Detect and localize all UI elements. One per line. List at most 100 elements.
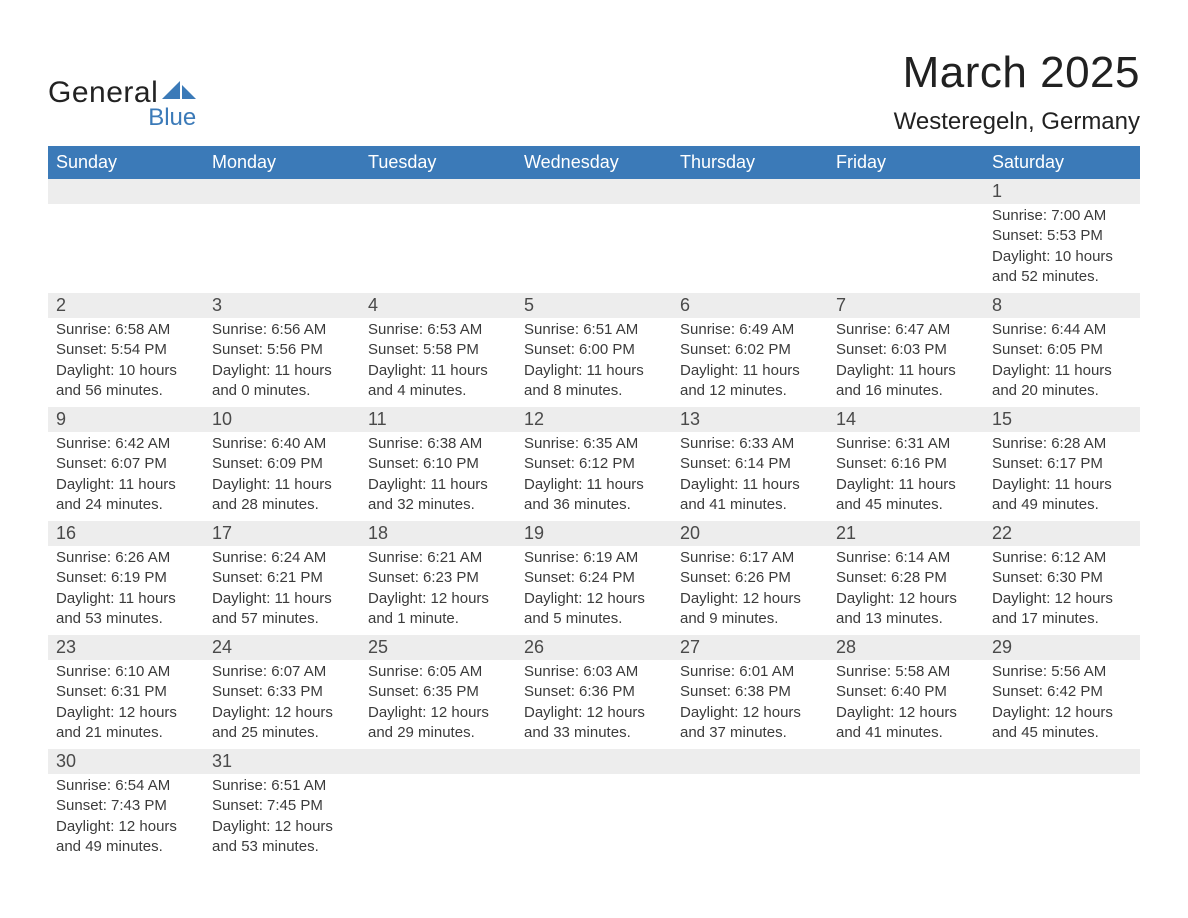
day-number-cell: 16: [48, 521, 204, 546]
day-number-cell: 26: [516, 635, 672, 660]
day-details: Sunrise: 6:44 AMSunset: 6:05 PMDaylight:…: [984, 318, 1140, 407]
day-details: Sunrise: 6:33 AMSunset: 6:14 PMDaylight:…: [672, 432, 828, 521]
day-detail-cell: [360, 774, 516, 863]
day-number: 1: [984, 179, 1140, 204]
weekday-header: Friday: [828, 146, 984, 179]
day-number: 31: [204, 749, 360, 774]
day-number: 11: [360, 407, 516, 432]
day-number-cell: [360, 179, 516, 204]
daynum-row: 3031: [48, 749, 1140, 774]
weekday-header: Saturday: [984, 146, 1140, 179]
day-detail-cell: Sunrise: 6:53 AMSunset: 5:58 PMDaylight:…: [360, 318, 516, 407]
detail-row: Sunrise: 6:54 AMSunset: 7:43 PMDaylight:…: [48, 774, 1140, 863]
day-details: Sunrise: 6:14 AMSunset: 6:28 PMDaylight:…: [828, 546, 984, 635]
day-detail-cell: Sunrise: 6:05 AMSunset: 6:35 PMDaylight:…: [360, 660, 516, 749]
day-number-cell: [204, 179, 360, 204]
day-number-cell: 15: [984, 407, 1140, 432]
day-details: Sunrise: 6:53 AMSunset: 5:58 PMDaylight:…: [360, 318, 516, 407]
day-number: 28: [828, 635, 984, 660]
day-number-cell: 13: [672, 407, 828, 432]
day-number-cell: 28: [828, 635, 984, 660]
day-details: Sunrise: 6:05 AMSunset: 6:35 PMDaylight:…: [360, 660, 516, 749]
day-detail-cell: Sunrise: 6:47 AMSunset: 6:03 PMDaylight:…: [828, 318, 984, 407]
daynum-row: 9101112131415: [48, 407, 1140, 432]
day-number-cell: 10: [204, 407, 360, 432]
day-details: Sunrise: 6:51 AMSunset: 6:00 PMDaylight:…: [516, 318, 672, 407]
day-detail-cell: Sunrise: 6:51 AMSunset: 6:00 PMDaylight:…: [516, 318, 672, 407]
day-details: Sunrise: 6:58 AMSunset: 5:54 PMDaylight:…: [48, 318, 204, 407]
day-details: Sunrise: 6:26 AMSunset: 6:19 PMDaylight:…: [48, 546, 204, 635]
daynum-row: 2345678: [48, 293, 1140, 318]
day-details: Sunrise: 6:28 AMSunset: 6:17 PMDaylight:…: [984, 432, 1140, 521]
day-number-cell: [516, 749, 672, 774]
day-number: 18: [360, 521, 516, 546]
day-number-cell: [984, 749, 1140, 774]
day-detail-cell: Sunrise: 6:56 AMSunset: 5:56 PMDaylight:…: [204, 318, 360, 407]
day-number: 6: [672, 293, 828, 318]
weekday-header: Wednesday: [516, 146, 672, 179]
day-number: 7: [828, 293, 984, 318]
day-number-cell: 20: [672, 521, 828, 546]
detail-row: Sunrise: 7:00 AMSunset: 5:53 PMDaylight:…: [48, 204, 1140, 293]
day-details: Sunrise: 6:19 AMSunset: 6:24 PMDaylight:…: [516, 546, 672, 635]
day-detail-cell: Sunrise: 6:44 AMSunset: 6:05 PMDaylight:…: [984, 318, 1140, 407]
weekday-header: Thursday: [672, 146, 828, 179]
day-number-cell: 31: [204, 749, 360, 774]
day-detail-cell: Sunrise: 6:42 AMSunset: 6:07 PMDaylight:…: [48, 432, 204, 521]
day-details: Sunrise: 6:49 AMSunset: 6:02 PMDaylight:…: [672, 318, 828, 407]
day-number: 5: [516, 293, 672, 318]
day-details: Sunrise: 6:10 AMSunset: 6:31 PMDaylight:…: [48, 660, 204, 749]
day-number-cell: [672, 179, 828, 204]
day-details: Sunrise: 6:12 AMSunset: 6:30 PMDaylight:…: [984, 546, 1140, 635]
day-number: 4: [360, 293, 516, 318]
day-number-cell: 14: [828, 407, 984, 432]
day-number: 14: [828, 407, 984, 432]
day-number: 17: [204, 521, 360, 546]
day-number: 13: [672, 407, 828, 432]
day-details: Sunrise: 7:00 AMSunset: 5:53 PMDaylight:…: [984, 204, 1140, 293]
day-details: Sunrise: 6:35 AMSunset: 6:12 PMDaylight:…: [516, 432, 672, 521]
day-detail-cell: Sunrise: 6:07 AMSunset: 6:33 PMDaylight:…: [204, 660, 360, 749]
day-number-cell: 29: [984, 635, 1140, 660]
daynum-row: 23242526272829: [48, 635, 1140, 660]
brand-logo: General Blue: [48, 76, 196, 132]
day-number: 8: [984, 293, 1140, 318]
daynum-row: 16171819202122: [48, 521, 1140, 546]
day-details: Sunrise: 5:56 AMSunset: 6:42 PMDaylight:…: [984, 660, 1140, 749]
day-detail-cell: Sunrise: 6:12 AMSunset: 6:30 PMDaylight:…: [984, 546, 1140, 635]
day-number-cell: 7: [828, 293, 984, 318]
day-detail-cell: [516, 774, 672, 863]
day-number-cell: [828, 179, 984, 204]
day-number-cell: 22: [984, 521, 1140, 546]
day-details: Sunrise: 6:17 AMSunset: 6:26 PMDaylight:…: [672, 546, 828, 635]
day-detail-cell: [984, 774, 1140, 863]
day-detail-cell: Sunrise: 6:26 AMSunset: 6:19 PMDaylight:…: [48, 546, 204, 635]
calendar-table: SundayMondayTuesdayWednesdayThursdayFrid…: [48, 146, 1140, 863]
day-number-cell: 17: [204, 521, 360, 546]
day-number: 24: [204, 635, 360, 660]
detail-row: Sunrise: 6:58 AMSunset: 5:54 PMDaylight:…: [48, 318, 1140, 407]
day-number: 30: [48, 749, 204, 774]
day-detail-cell: [516, 204, 672, 293]
day-number: 23: [48, 635, 204, 660]
day-detail-cell: Sunrise: 6:19 AMSunset: 6:24 PMDaylight:…: [516, 546, 672, 635]
day-number: 26: [516, 635, 672, 660]
day-detail-cell: Sunrise: 6:24 AMSunset: 6:21 PMDaylight:…: [204, 546, 360, 635]
day-number-cell: 30: [48, 749, 204, 774]
detail-row: Sunrise: 6:26 AMSunset: 6:19 PMDaylight:…: [48, 546, 1140, 635]
day-detail-cell: Sunrise: 6:03 AMSunset: 6:36 PMDaylight:…: [516, 660, 672, 749]
weekday-header: Sunday: [48, 146, 204, 179]
day-number-cell: 4: [360, 293, 516, 318]
day-detail-cell: Sunrise: 6:14 AMSunset: 6:28 PMDaylight:…: [828, 546, 984, 635]
day-detail-cell: [48, 204, 204, 293]
header: General Blue March 2025 Westeregeln, Ger…: [48, 48, 1140, 136]
day-detail-cell: Sunrise: 5:56 AMSunset: 6:42 PMDaylight:…: [984, 660, 1140, 749]
day-number: 9: [48, 407, 204, 432]
day-detail-cell: [828, 204, 984, 293]
day-detail-cell: [672, 204, 828, 293]
day-detail-cell: Sunrise: 6:51 AMSunset: 7:45 PMDaylight:…: [204, 774, 360, 863]
day-number: 2: [48, 293, 204, 318]
day-detail-cell: Sunrise: 6:33 AMSunset: 6:14 PMDaylight:…: [672, 432, 828, 521]
day-detail-cell: [828, 774, 984, 863]
day-detail-cell: Sunrise: 6:35 AMSunset: 6:12 PMDaylight:…: [516, 432, 672, 521]
